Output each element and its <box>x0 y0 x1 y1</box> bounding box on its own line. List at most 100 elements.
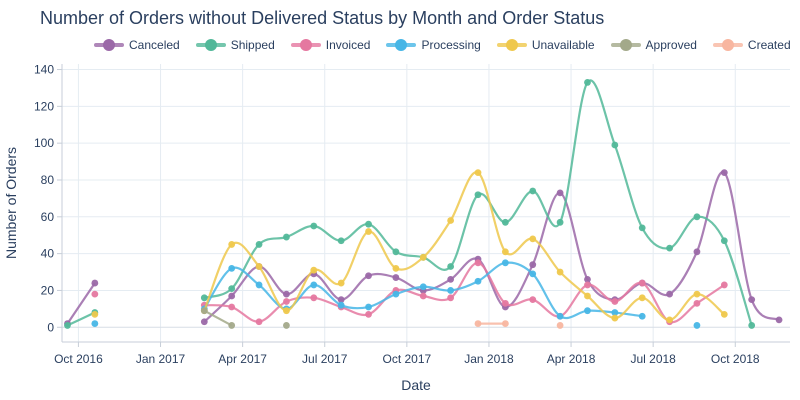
data-point-unavailable <box>91 310 99 318</box>
data-point-shipped <box>64 322 71 329</box>
data-point-invoiced <box>501 299 509 307</box>
legend-label: Canceled <box>129 38 180 52</box>
data-point-shipped <box>447 263 455 270</box>
data-point-canceled <box>556 189 564 197</box>
legend-swatch <box>290 39 321 51</box>
x-tick-label: Jul 2017 <box>302 352 348 366</box>
data-point-processing <box>228 264 236 272</box>
data-point-shipped <box>392 248 400 256</box>
legend-label: Invoiced <box>325 38 371 52</box>
data-point-approved <box>283 322 290 329</box>
y-tick-label: 20 <box>41 283 55 297</box>
legend-item-shipped[interactable]: Shipped <box>195 38 275 52</box>
data-point-unavailable <box>365 228 372 235</box>
data-point-processing <box>693 322 701 329</box>
data-point-unavailable <box>447 217 455 224</box>
data-point-invoiced <box>419 292 427 300</box>
data-point-invoiced <box>228 303 236 311</box>
data-point-invoiced <box>693 299 701 307</box>
data-point-processing <box>255 281 263 289</box>
data-point-invoiced <box>310 294 318 302</box>
series-canceled <box>64 169 783 327</box>
data-point-canceled <box>91 279 99 287</box>
data-point-canceled <box>720 169 728 177</box>
data-point-created <box>556 322 564 329</box>
legend-item-unavailable[interactable]: Unavailable <box>496 38 595 52</box>
data-point-approved <box>228 322 236 329</box>
y-tick-label: 60 <box>41 210 55 224</box>
x-tick-label: Apr 2017 <box>218 352 267 366</box>
series-shipped <box>64 79 756 329</box>
legend-swatch <box>712 39 743 51</box>
data-point-unavailable <box>584 292 591 300</box>
data-point-processing <box>392 290 400 298</box>
legend: Canceled Shipped Invoiced Processing Unavail… <box>94 38 791 52</box>
legend-item-processing[interactable]: Processing <box>386 38 481 52</box>
data-point-canceled <box>529 261 537 269</box>
data-point-unavailable <box>501 248 509 256</box>
data-point-shipped <box>200 294 208 302</box>
legend-label: Shipped <box>230 38 275 52</box>
legend-label: Created <box>747 38 791 52</box>
data-point-processing <box>474 277 482 285</box>
legend-item-approved[interactable]: Approved <box>610 38 697 52</box>
data-point-invoiced <box>720 281 728 289</box>
data-point-processing <box>447 287 455 294</box>
data-point-processing <box>501 259 509 267</box>
data-point-shipped <box>693 213 701 221</box>
data-point-unavailable <box>666 316 673 324</box>
data-point-invoiced <box>529 296 537 304</box>
data-point-canceled <box>693 248 701 256</box>
legend-label: Unavailable <box>531 38 595 52</box>
data-point-invoiced <box>447 294 455 302</box>
series-unavailable <box>91 169 728 324</box>
series-created <box>474 320 564 329</box>
x-tick-label: Apr 2018 <box>547 352 596 366</box>
data-point-shipped <box>310 222 318 230</box>
data-point-processing <box>91 320 99 327</box>
series-line-shipped <box>203 79 753 326</box>
y-tick-label: 40 <box>41 247 55 261</box>
data-point-unavailable <box>638 294 646 302</box>
x-tick-label: Jan 2018 <box>464 352 514 366</box>
data-point-invoiced <box>611 298 619 305</box>
data-point-processing <box>365 303 372 311</box>
data-point-shipped <box>337 237 345 245</box>
legend-item-canceled[interactable]: Canceled <box>94 38 180 52</box>
data-point-processing <box>310 281 318 289</box>
data-point-invoiced <box>365 310 372 318</box>
legend-item-invoiced[interactable]: Invoiced <box>290 38 371 52</box>
legend-swatch <box>610 39 641 51</box>
data-point-shipped <box>638 224 646 232</box>
chart-title: Number of Orders without Delivered Statu… <box>40 8 605 28</box>
data-point-canceled <box>200 318 208 326</box>
data-point-shipped <box>474 191 482 199</box>
data-point-invoiced <box>584 281 591 289</box>
data-point-shipped <box>748 322 756 329</box>
data-point-canceled <box>392 274 400 281</box>
y-tick-label: 140 <box>34 63 54 77</box>
legend-item-created[interactable]: Created <box>712 38 791 52</box>
data-point-shipped <box>255 241 263 248</box>
data-point-invoiced <box>91 290 99 298</box>
data-point-shipped <box>611 141 619 149</box>
data-point-shipped <box>228 285 236 293</box>
legend-label: Processing <box>421 38 481 52</box>
data-point-canceled <box>584 276 591 283</box>
series-line-unavailable <box>203 171 726 322</box>
data-point-shipped <box>666 244 673 252</box>
data-point-shipped <box>556 218 564 226</box>
data-point-unavailable <box>529 235 537 243</box>
y-tick-label: 0 <box>47 320 54 334</box>
x-tick-label: Oct 2017 <box>382 352 431 366</box>
x-axis-title: Date <box>401 377 431 393</box>
data-point-processing <box>529 270 537 278</box>
data-point-canceled <box>775 316 783 324</box>
data-point-processing <box>638 312 646 320</box>
data-point-processing <box>611 309 619 316</box>
data-point-processing <box>337 301 345 309</box>
data-point-invoiced <box>474 259 482 267</box>
data-point-shipped <box>529 187 537 195</box>
data-point-unavailable <box>392 264 400 272</box>
